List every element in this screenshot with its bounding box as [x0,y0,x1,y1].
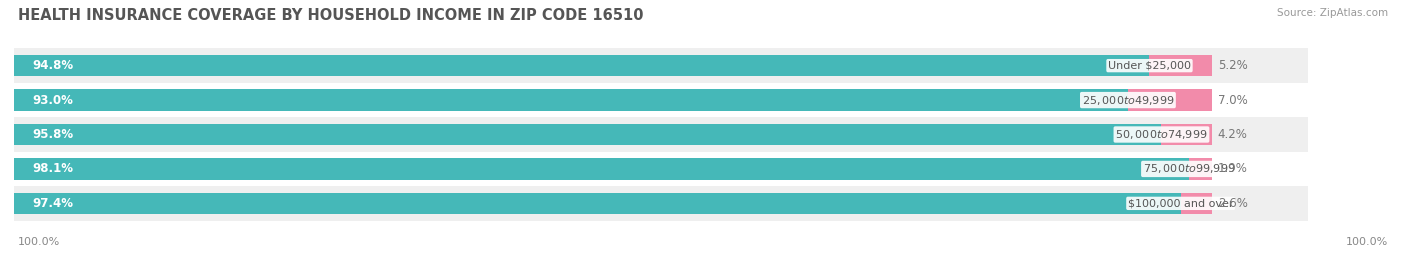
Text: 4.2%: 4.2% [1218,128,1247,141]
Bar [14,152,1308,186]
Bar [1189,158,1212,180]
Text: HEALTH INSURANCE COVERAGE BY HOUSEHOLD INCOME IN ZIP CODE 16510: HEALTH INSURANCE COVERAGE BY HOUSEHOLD I… [18,8,644,23]
Bar [1150,55,1212,76]
Bar [14,193,1181,214]
Bar [14,83,1308,117]
Text: 1.9%: 1.9% [1218,162,1247,175]
Text: 97.4%: 97.4% [32,197,73,210]
Text: Under $25,000: Under $25,000 [1108,61,1191,71]
Text: 7.0%: 7.0% [1218,94,1247,107]
Text: 95.8%: 95.8% [32,128,73,141]
Text: 93.0%: 93.0% [32,94,73,107]
Bar [14,55,1150,76]
Text: Source: ZipAtlas.com: Source: ZipAtlas.com [1277,8,1388,18]
Text: 94.8%: 94.8% [32,59,73,72]
Bar [1128,89,1212,111]
Text: 5.2%: 5.2% [1218,59,1247,72]
Text: 100.0%: 100.0% [1346,238,1388,247]
Text: $50,000 to $74,999: $50,000 to $74,999 [1115,128,1208,141]
Bar [14,124,1161,145]
Bar [14,186,1308,221]
Text: $100,000 and over: $100,000 and over [1128,198,1233,208]
Bar [14,89,1128,111]
Text: $75,000 to $99,999: $75,000 to $99,999 [1143,162,1236,175]
Bar [14,158,1189,180]
Bar [1181,193,1212,214]
Text: 98.1%: 98.1% [32,162,73,175]
Text: 100.0%: 100.0% [18,238,60,247]
Text: $25,000 to $49,999: $25,000 to $49,999 [1081,94,1174,107]
Text: 2.6%: 2.6% [1218,197,1247,210]
Bar [14,48,1308,83]
Bar [14,117,1308,152]
Bar [1161,124,1212,145]
